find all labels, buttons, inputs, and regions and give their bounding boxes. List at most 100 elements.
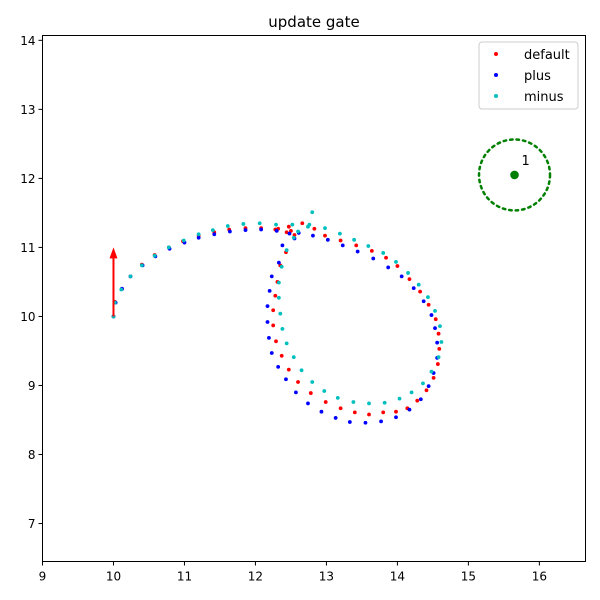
y-tick-label: 11 [20, 241, 35, 255]
data-point-plus [259, 227, 264, 232]
data-point-default [271, 308, 276, 313]
legend-marker-minus [494, 94, 498, 98]
data-point-minus [278, 311, 283, 316]
data-point-plus [435, 340, 440, 345]
data-point-minus [335, 396, 340, 400]
y-tick-label: 8 [28, 448, 36, 462]
data-point-default [296, 380, 300, 384]
data-point-plus [306, 401, 310, 406]
data-point-plus [386, 265, 391, 270]
data-point-minus [291, 355, 296, 360]
data-point-plus [276, 260, 281, 265]
data-point-default [431, 375, 436, 380]
data-point-plus [280, 243, 285, 248]
target-point [510, 170, 519, 180]
data-point-plus [426, 384, 431, 389]
data-point-plus [319, 409, 324, 414]
data-point-default [433, 317, 438, 322]
data-point-minus [119, 287, 124, 292]
data-point-default [384, 255, 388, 260]
data-point-plus [287, 231, 292, 236]
data-point-minus [367, 401, 371, 406]
data-point-minus [284, 248, 289, 253]
data-point-minus [291, 235, 296, 240]
x-tick-label: 15 [461, 570, 476, 584]
x-tick-label: 10 [106, 570, 121, 584]
data-point-default [418, 289, 423, 294]
data-point-default [274, 339, 278, 344]
data-point-minus [225, 224, 230, 228]
data-point-minus [366, 244, 371, 248]
y-tick-label: 7 [28, 517, 36, 531]
chart-title: update gate [268, 13, 359, 31]
data-point-minus [352, 237, 357, 242]
data-point-plus [212, 232, 217, 237]
data-point-plus [340, 243, 345, 248]
data-point-minus [406, 271, 410, 275]
data-point-plus [274, 228, 279, 233]
data-point-minus [397, 396, 402, 401]
data-point-plus [243, 228, 248, 233]
data-point-default [354, 243, 359, 248]
data-point-plus [371, 256, 376, 261]
data-point-default [284, 230, 289, 235]
data-point-minus [210, 228, 215, 233]
data-point-minus [310, 210, 315, 215]
data-point-minus [166, 245, 171, 250]
data-point-minus [416, 282, 421, 287]
data-point-minus [381, 251, 386, 255]
data-point-default [407, 277, 412, 282]
legend: default plus minus [478, 41, 579, 110]
axis-ticks: 9 10 11 12 13 14 15 16 7 8 9 10 11 12 13 14 [20, 34, 547, 584]
data-point-plus [433, 326, 437, 331]
data-point-plus [379, 419, 383, 424]
legend-marker-default [494, 52, 498, 56]
data-point-plus [276, 364, 281, 369]
data-point-minus [284, 341, 289, 346]
data-point-default [435, 362, 440, 366]
data-point-minus [351, 400, 356, 404]
data-point-default [312, 226, 317, 231]
data-point-plus [269, 274, 274, 279]
data-point-minus [439, 340, 444, 344]
data-point-default [286, 224, 291, 229]
y-tick-label: 14 [20, 34, 35, 48]
y-tick-label: 10 [20, 310, 35, 324]
data-point-plus [355, 249, 360, 254]
data-point-minus [139, 263, 144, 268]
data-point-default [279, 353, 284, 358]
x-tick-label: 16 [532, 570, 547, 584]
x-tick-label: 13 [319, 570, 334, 584]
data-point-plus [267, 335, 271, 340]
data-point-minus [181, 238, 186, 243]
data-point-minus [338, 231, 342, 236]
data-point-plus [333, 416, 338, 420]
plot-area: 1 [109, 138, 552, 425]
data-point-plus [399, 274, 404, 279]
data-point-plus [311, 233, 315, 238]
data-point-minus [290, 222, 295, 227]
data-point-minus [322, 389, 327, 393]
data-point-default [273, 293, 278, 298]
data-point-minus [394, 260, 398, 264]
data-point-minus [299, 368, 304, 373]
data-point-minus [257, 221, 262, 226]
data-point-default [367, 412, 371, 417]
data-point-plus [265, 304, 270, 308]
data-point-default [381, 410, 386, 415]
y-tick-label: 9 [28, 379, 36, 393]
y-tick-label: 12 [20, 172, 35, 186]
data-point-minus [429, 369, 434, 374]
data-point-default [394, 409, 398, 414]
data-point-default [424, 388, 429, 393]
data-point-minus [382, 400, 387, 405]
data-point-minus [307, 222, 312, 227]
data-point-plus [411, 286, 416, 291]
data-point-minus [274, 222, 278, 227]
heading-arrow-head [109, 247, 118, 259]
data-point-default [323, 233, 327, 238]
x-tick-label: 11 [177, 570, 192, 584]
data-point-default [437, 346, 442, 351]
legend-label-default: default [524, 48, 570, 63]
data-point-default [426, 302, 431, 307]
